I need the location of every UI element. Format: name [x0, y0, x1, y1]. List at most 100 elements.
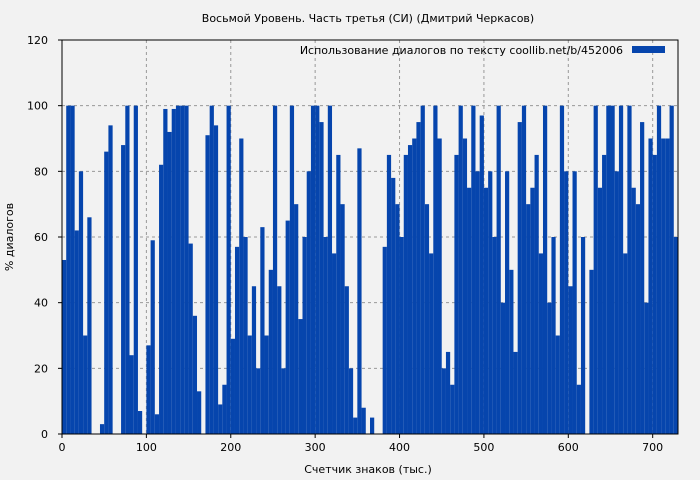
bar	[137, 411, 143, 434]
bar	[492, 237, 497, 434]
bar	[669, 105, 674, 435]
bar	[150, 240, 155, 434]
y-tick-label: 60	[34, 231, 48, 244]
x-tick-label: 100	[136, 441, 157, 454]
bar	[559, 105, 565, 435]
bar	[344, 286, 349, 434]
bar	[403, 154, 408, 434]
bar	[247, 335, 252, 434]
bar	[125, 105, 130, 435]
x-tick-label: 200	[220, 441, 241, 454]
bar	[555, 335, 560, 434]
bar	[580, 237, 586, 434]
bar	[437, 138, 442, 434]
bar	[99, 424, 105, 434]
bar	[462, 138, 468, 434]
bar	[289, 105, 295, 435]
chart-title: Восьмой Уровень. Часть третья (СИ) (Дмит…	[202, 12, 534, 25]
bar	[640, 122, 645, 434]
bar	[285, 220, 290, 434]
bar	[256, 368, 261, 434]
y-tick-label: 40	[34, 297, 48, 310]
x-tick-label: 500	[473, 441, 494, 454]
bar	[260, 227, 265, 434]
bars	[62, 105, 678, 435]
legend-swatch	[632, 46, 665, 53]
bar	[395, 204, 400, 434]
bar	[209, 105, 214, 435]
bar	[391, 177, 396, 434]
y-axis-label: % диалогов	[3, 203, 16, 271]
bar	[205, 135, 210, 434]
bar	[648, 138, 653, 434]
x-tick-label: 400	[389, 441, 410, 454]
bar	[348, 368, 354, 434]
bar	[281, 368, 286, 434]
bar	[386, 154, 392, 434]
bar	[547, 302, 552, 434]
bar	[517, 122, 522, 434]
bar	[521, 105, 527, 435]
bar	[631, 187, 636, 434]
bar	[445, 351, 451, 434]
bar	[268, 269, 273, 434]
bar	[644, 302, 649, 434]
bar	[424, 204, 430, 434]
y-tick-label: 80	[34, 165, 48, 178]
bar	[606, 105, 611, 435]
bar	[412, 138, 417, 434]
bar	[538, 253, 543, 434]
bar	[340, 204, 345, 434]
bar	[505, 171, 510, 435]
bar	[167, 131, 172, 434]
bar	[133, 105, 138, 435]
bar	[353, 417, 358, 434]
bar	[665, 138, 670, 434]
bar	[70, 105, 75, 435]
bar	[572, 171, 577, 435]
bar	[154, 414, 160, 434]
bar	[159, 164, 164, 434]
bar	[175, 105, 181, 435]
bar	[251, 286, 257, 434]
bar	[121, 145, 126, 435]
bar	[74, 230, 79, 434]
bar	[509, 269, 514, 434]
bar	[610, 105, 615, 435]
bar	[78, 171, 84, 435]
x-tick-label: 600	[558, 441, 579, 454]
bar	[104, 151, 109, 434]
bar	[315, 105, 320, 435]
bar	[83, 335, 88, 434]
bar	[441, 368, 446, 434]
bar	[361, 407, 366, 434]
bar	[433, 105, 438, 435]
bar	[407, 145, 413, 435]
y-tick-label: 100	[27, 100, 48, 113]
bar	[264, 335, 269, 434]
bar	[530, 187, 535, 434]
bar	[306, 171, 311, 435]
bar	[526, 204, 531, 434]
bar	[234, 246, 240, 434]
bar	[623, 253, 628, 434]
bar	[180, 105, 185, 435]
bar	[298, 319, 303, 434]
bar	[479, 115, 484, 435]
bar	[163, 108, 168, 434]
bar	[294, 204, 299, 434]
ticks: 0 20 40 60 80 100 120 0 100 200 300 400 500 600 700	[27, 34, 663, 454]
bar	[551, 237, 556, 434]
bar	[627, 105, 632, 435]
bar	[614, 171, 619, 435]
bar	[230, 338, 235, 434]
bar	[496, 105, 501, 435]
bar	[192, 315, 198, 434]
x-tick-label: 0	[59, 441, 66, 454]
bar	[542, 105, 548, 435]
bar	[467, 187, 472, 434]
bar	[635, 204, 641, 434]
bar	[471, 105, 476, 435]
bar	[277, 286, 282, 434]
